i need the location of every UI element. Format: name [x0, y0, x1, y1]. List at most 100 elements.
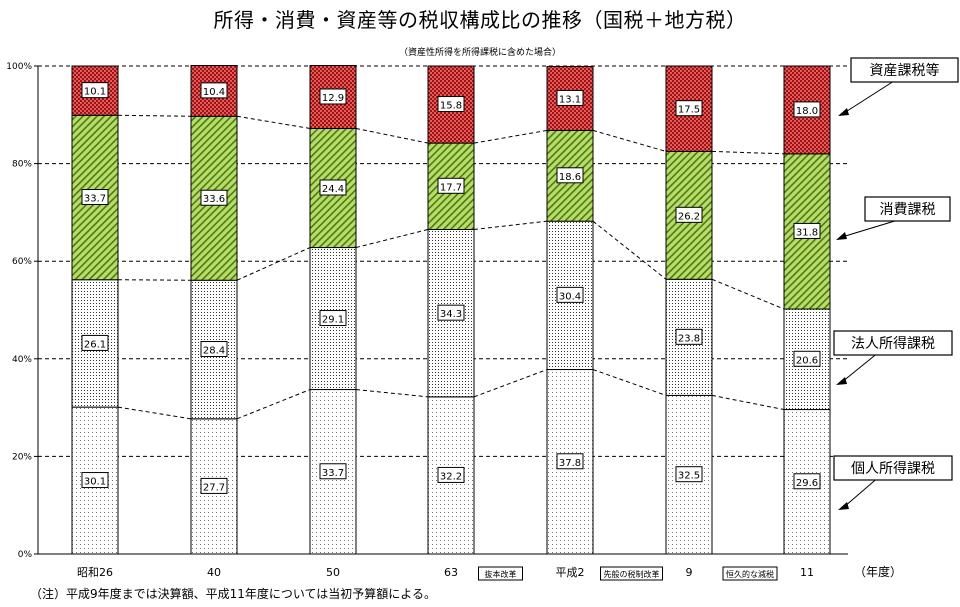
legend-label: 消費課税 [880, 202, 936, 218]
series-connector [355, 389, 429, 398]
data-label-box [675, 328, 703, 345]
data-label: 20.6 [796, 355, 818, 366]
legend-arrowhead [836, 232, 847, 240]
data-label: 13.1 [559, 94, 581, 105]
series-connector [592, 220, 667, 280]
data-label: 28.4 [203, 346, 225, 357]
data-label-box [200, 477, 228, 494]
series-connector [236, 389, 311, 420]
data-label-box [793, 101, 821, 118]
data-label: 32.5 [678, 471, 700, 482]
data-label-box [81, 189, 109, 206]
legend-leader [841, 220, 895, 238]
annotation-box [722, 566, 778, 581]
x-axis-label: （年度） [854, 564, 902, 579]
data-label: 26.2 [678, 211, 700, 222]
data-label-box [675, 206, 703, 223]
data-label-box [437, 304, 465, 321]
legend-arrowhead [836, 377, 847, 385]
x-tick-label: 63 [444, 566, 458, 579]
annotation-label: 恒久的な減税 [726, 569, 774, 579]
x-tick-label: 昭和26 [77, 566, 113, 579]
data-label: 33.7 [322, 468, 344, 479]
legend-leader [843, 479, 876, 508]
data-label-box [81, 82, 109, 99]
data-label-box [319, 463, 347, 480]
x-tick-label: 11 [800, 566, 814, 579]
series-connector [355, 127, 429, 144]
data-label: 33.6 [203, 194, 225, 205]
data-label: 30.1 [84, 477, 106, 488]
data-label: 29.6 [796, 478, 818, 489]
series-connector [236, 247, 311, 281]
data-label: 24.4 [322, 184, 344, 195]
data-label-box [81, 334, 109, 351]
legend-box [850, 57, 959, 83]
x-tick-label: 9 [686, 566, 693, 579]
data-label: 26.1 [84, 339, 106, 350]
legend-leader [841, 354, 876, 383]
legend-box [833, 455, 953, 481]
data-label: 27.7 [203, 482, 225, 493]
data-label-box [319, 179, 347, 196]
footnote: （注）平成9年度までは決算額、平成11年度については当初予算額による。 [30, 587, 436, 601]
data-label-box [675, 466, 703, 483]
data-label: 18.6 [559, 172, 581, 183]
data-label-box [556, 89, 584, 106]
series-connector [473, 129, 548, 144]
data-label: 34.3 [440, 309, 462, 320]
y-tick-label: 0% [18, 550, 33, 560]
y-tick-label: 100% [6, 62, 32, 72]
data-label: 23.8 [678, 333, 700, 344]
data-label-box [81, 472, 109, 489]
data-label-box [793, 350, 821, 367]
legend-label: 個人所得課税 [851, 460, 935, 477]
data-label-box [437, 466, 465, 483]
data-label-box [319, 88, 347, 105]
y-tick-label: 40% [12, 355, 32, 365]
y-tick-label: 20% [12, 452, 32, 462]
data-label-box [556, 453, 584, 470]
data-label-box [437, 96, 465, 113]
y-tick-label: 60% [12, 257, 32, 267]
data-label-box [200, 341, 228, 358]
data-label: 32.2 [440, 471, 462, 482]
data-label: 33.7 [84, 194, 106, 205]
data-label-box [556, 286, 584, 303]
annotation-box [478, 566, 523, 581]
annotation-label: 先般の税制改革 [604, 569, 660, 579]
data-label: 31.8 [796, 227, 818, 238]
legend-label: 法人所得課税 [851, 335, 935, 352]
series-connector [355, 228, 429, 249]
legend-leader [843, 81, 893, 114]
chart-title: 所得・消費・資産等の税収構成比の推移（国税＋地方税） [213, 8, 747, 32]
data-label: 29.1 [322, 315, 344, 326]
data-label: 30.4 [559, 291, 581, 302]
series-connector [711, 150, 785, 155]
data-label-box [793, 222, 821, 239]
series-connector [711, 278, 785, 310]
data-label: 10.1 [84, 87, 106, 98]
legend-arrowhead [838, 108, 849, 116]
chart-subtitle: （資産性所得を所得課税に含めた場合） [398, 48, 561, 58]
bar-segment [546, 369, 594, 555]
series-connector [236, 115, 311, 129]
legend-box [833, 330, 953, 356]
data-label-box [319, 310, 347, 327]
series-connector [473, 369, 548, 398]
series-connector [117, 406, 192, 420]
annotation-label: 抜本改革 [485, 569, 517, 579]
data-label-box [200, 189, 228, 206]
x-tick-label: 40 [207, 566, 221, 579]
data-label: 15.8 [440, 101, 462, 112]
legend-label: 資産課税等 [870, 62, 940, 79]
data-label-box [793, 473, 821, 490]
series-connector [711, 394, 785, 411]
data-label-box [675, 100, 703, 117]
series-connector [592, 129, 667, 152]
data-label: 18.0 [796, 106, 818, 117]
series-connector [473, 220, 548, 230]
x-tick-label: 50 [326, 566, 340, 579]
data-label: 37.8 [559, 458, 581, 469]
